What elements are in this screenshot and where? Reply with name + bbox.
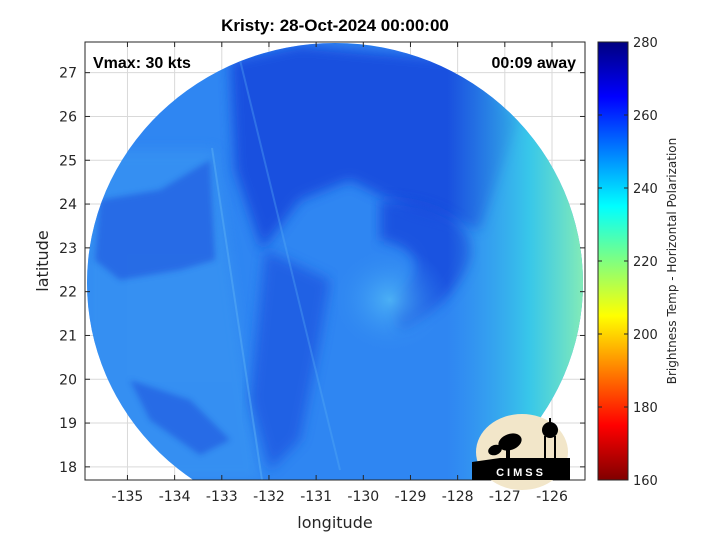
time-away-annotation: 00:09 away xyxy=(491,55,576,72)
swath-east-edge xyxy=(87,43,583,480)
x-axis-label: longitude xyxy=(297,513,372,532)
chart-title: Kristy: 28-Oct-2024 00:00:00 xyxy=(221,16,449,35)
water-tower-icon xyxy=(542,422,558,438)
x-tick-label: -135 xyxy=(112,489,144,505)
colorbar xyxy=(597,41,629,481)
vmax-annotation: Vmax: 30 kts xyxy=(93,55,191,72)
cimss-logo: CIMSS xyxy=(472,414,570,490)
colorbar-ticks: 160 180 200 220 240 260 280 xyxy=(598,36,658,489)
y-tick-label: 18 xyxy=(59,460,77,476)
colorbar-tick-label: 240 xyxy=(633,182,658,197)
x-tick-label: -130 xyxy=(347,489,379,505)
tower-leg-left xyxy=(544,436,546,460)
satellite-dish-icon xyxy=(498,433,522,451)
colorbar-tick-label: 180 xyxy=(633,401,658,416)
colorbar-tick-label: 280 xyxy=(633,36,658,51)
x-tick-label: -133 xyxy=(206,489,238,505)
x-tick-label: -132 xyxy=(253,489,285,505)
y-axis-label: latitude xyxy=(33,230,52,291)
small-dish-icon xyxy=(488,444,502,456)
y-tick-label: 24 xyxy=(59,197,77,213)
colorbar-tick-label: 200 xyxy=(633,328,658,343)
logo-text: CIMSS xyxy=(496,467,546,479)
tower-spire xyxy=(549,418,551,424)
x-tick-label: -126 xyxy=(536,489,568,505)
swath-image xyxy=(87,43,583,480)
y-tick-label: 26 xyxy=(59,109,77,125)
colorbar-tick-label: 160 xyxy=(633,474,658,489)
x-tick-label: -131 xyxy=(300,489,332,505)
y-tick-label: 25 xyxy=(59,153,77,169)
y-tick-label: 19 xyxy=(59,416,77,432)
y-tick-label: 22 xyxy=(59,285,77,301)
y-axis: 18 19 20 21 22 23 24 25 26 27 xyxy=(59,66,585,476)
x-tick-label: -127 xyxy=(489,489,521,505)
x-tick-label: -129 xyxy=(395,489,427,505)
x-tick-label: -128 xyxy=(442,489,474,505)
x-axis: -135 -134 -133 -132 -131 -130 -129 -128 -127 -126 xyxy=(112,42,568,505)
axes-box xyxy=(84,41,586,481)
tower-leg-right xyxy=(554,436,556,460)
y-tick-label: 23 xyxy=(59,241,77,257)
building-icon xyxy=(472,458,570,480)
colorbar-label: Brightness Temp - Horizontal Polarizatio… xyxy=(665,138,679,385)
colorbar-tick-label: 260 xyxy=(633,109,658,124)
x-tick-label: -134 xyxy=(159,489,191,505)
y-tick-label: 21 xyxy=(59,328,77,344)
colorbar-tick-label: 220 xyxy=(633,255,658,270)
dish-stand xyxy=(506,446,510,458)
y-tick-label: 27 xyxy=(59,66,77,82)
y-tick-label: 20 xyxy=(59,372,77,388)
